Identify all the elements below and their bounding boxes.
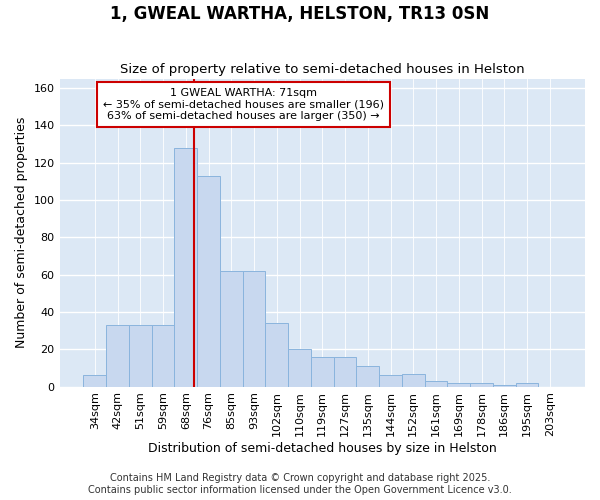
Bar (425, 381, 448, 386)
X-axis label: Distribution of semi-detached houses by size in Helston: Distribution of semi-detached houses by … (148, 442, 497, 455)
Bar (129, 325, 152, 386)
Bar (288, 349, 311, 387)
Title: Size of property relative to semi-detached houses in Helston: Size of property relative to semi-detach… (120, 63, 524, 76)
Text: 1, GWEAL WARTHA, HELSTON, TR13 0SN: 1, GWEAL WARTHA, HELSTON, TR13 0SN (110, 5, 490, 23)
Bar (220, 271, 242, 386)
Bar (356, 366, 379, 386)
Bar (448, 383, 470, 386)
Bar (83, 376, 106, 386)
Text: Contains HM Land Registry data © Crown copyright and database right 2025.
Contai: Contains HM Land Registry data © Crown c… (88, 474, 512, 495)
Bar (311, 356, 334, 386)
Bar (402, 374, 425, 386)
Bar (470, 383, 493, 386)
Bar (493, 384, 515, 386)
Y-axis label: Number of semi-detached properties: Number of semi-detached properties (15, 117, 28, 348)
Bar (152, 325, 175, 386)
Bar (515, 383, 538, 386)
Bar (197, 176, 220, 386)
Bar (379, 376, 402, 386)
Bar (334, 356, 356, 386)
Bar (106, 325, 129, 386)
Bar (175, 148, 197, 386)
Bar (265, 323, 288, 386)
Bar (242, 271, 265, 386)
Text: 1 GWEAL WARTHA: 71sqm
← 35% of semi-detached houses are smaller (196)
63% of sem: 1 GWEAL WARTHA: 71sqm ← 35% of semi-deta… (103, 88, 384, 121)
